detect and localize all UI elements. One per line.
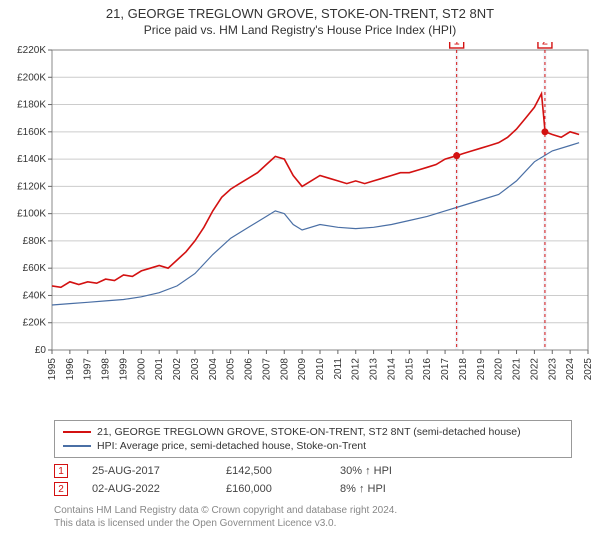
chart-area: £0 £20K £40K £60K £80K £100K £120K £140K £160K £1… — [0, 42, 600, 412]
svg-text:£140K: £140K — [17, 154, 46, 165]
credits-line1: Contains HM Land Registry data © Crown c… — [54, 504, 397, 517]
table-row: 1 25-AUG-2017 £142,500 30% ↑ HPI — [54, 462, 440, 480]
legend-row-property: 21, GEORGE TREGLOWN GROVE, STOKE-ON-TREN… — [63, 425, 563, 439]
chart-title-block: 21, GEORGE TREGLOWN GROVE, STOKE-ON-TREN… — [0, 0, 600, 39]
svg-text:2009: 2009 — [297, 358, 308, 381]
legend-row-hpi: HPI: Average price, semi-detached house,… — [63, 439, 563, 453]
txn-delta: 30% ↑ HPI — [340, 465, 440, 477]
svg-text:£120K: £120K — [17, 181, 46, 192]
svg-text:2006: 2006 — [244, 358, 255, 381]
svg-text:£180K: £180K — [17, 100, 46, 111]
svg-text:2020: 2020 — [494, 358, 505, 381]
svg-text:2024: 2024 — [565, 358, 576, 381]
svg-text:2019: 2019 — [476, 358, 487, 381]
svg-text:2002: 2002 — [172, 358, 183, 381]
svg-text:2017: 2017 — [440, 358, 451, 381]
svg-text:£0: £0 — [35, 345, 47, 356]
svg-text:2014: 2014 — [386, 358, 397, 381]
svg-text:£220K: £220K — [17, 45, 46, 56]
marker-box-1: 1 — [54, 464, 68, 478]
svg-text:2: 2 — [542, 42, 548, 47]
svg-text:2003: 2003 — [190, 358, 201, 381]
legend: 21, GEORGE TREGLOWN GROVE, STOKE-ON-TREN… — [54, 420, 572, 458]
legend-label-property: 21, GEORGE TREGLOWN GROVE, STOKE-ON-TREN… — [97, 425, 521, 439]
svg-text:2000: 2000 — [136, 358, 147, 381]
svg-text:2023: 2023 — [547, 358, 558, 381]
svg-text:£160K: £160K — [17, 127, 46, 138]
legend-swatch-property — [63, 431, 91, 433]
credits: Contains HM Land Registry data © Crown c… — [54, 504, 397, 530]
svg-text:2001: 2001 — [154, 358, 165, 381]
svg-text:1995: 1995 — [47, 358, 58, 381]
svg-text:£80K: £80K — [23, 236, 47, 247]
svg-text:2015: 2015 — [404, 358, 415, 381]
svg-text:£100K: £100K — [17, 209, 46, 220]
svg-text:£60K: £60K — [23, 263, 47, 274]
legend-label-hpi: HPI: Average price, semi-detached house,… — [97, 439, 366, 453]
chart-svg: £0 £20K £40K £60K £80K £100K £120K £140K £160K £1… — [0, 42, 600, 412]
svg-text:2016: 2016 — [422, 358, 433, 381]
svg-text:2012: 2012 — [351, 358, 362, 381]
svg-text:1997: 1997 — [83, 358, 94, 381]
svg-text:£200K: £200K — [17, 72, 46, 83]
svg-text:2011: 2011 — [333, 358, 344, 380]
svg-text:1996: 1996 — [65, 358, 76, 381]
table-row: 2 02-AUG-2022 £160,000 8% ↑ HPI — [54, 480, 440, 498]
svg-text:2022: 2022 — [529, 358, 540, 381]
chart-title-line1: 21, GEORGE TREGLOWN GROVE, STOKE-ON-TREN… — [0, 6, 600, 21]
txn-price: £142,500 — [226, 465, 316, 477]
svg-text:2005: 2005 — [226, 358, 237, 381]
marker-box-2: 2 — [54, 482, 68, 496]
svg-text:2007: 2007 — [261, 358, 272, 381]
svg-text:£40K: £40K — [23, 290, 47, 301]
svg-text:2008: 2008 — [279, 358, 290, 381]
txn-delta: 8% ↑ HPI — [340, 483, 440, 495]
svg-text:2021: 2021 — [512, 358, 523, 381]
svg-text:2004: 2004 — [208, 358, 219, 381]
svg-text:2013: 2013 — [369, 358, 380, 381]
legend-swatch-hpi — [63, 445, 91, 447]
svg-text:1998: 1998 — [101, 358, 112, 381]
svg-text:1: 1 — [454, 42, 460, 47]
svg-text:2025: 2025 — [583, 358, 594, 381]
svg-text:£20K: £20K — [23, 318, 47, 329]
chart-title-line2: Price paid vs. HM Land Registry's House … — [0, 23, 600, 37]
svg-text:2010: 2010 — [315, 358, 326, 381]
txn-price: £160,000 — [226, 483, 316, 495]
credits-line2: This data is licensed under the Open Gov… — [54, 517, 397, 530]
svg-text:2018: 2018 — [458, 358, 469, 381]
txn-date: 25-AUG-2017 — [92, 465, 202, 477]
txn-date: 02-AUG-2022 — [92, 483, 202, 495]
svg-text:1999: 1999 — [118, 358, 129, 381]
transactions-table: 1 25-AUG-2017 £142,500 30% ↑ HPI 2 02-AU… — [54, 462, 440, 498]
